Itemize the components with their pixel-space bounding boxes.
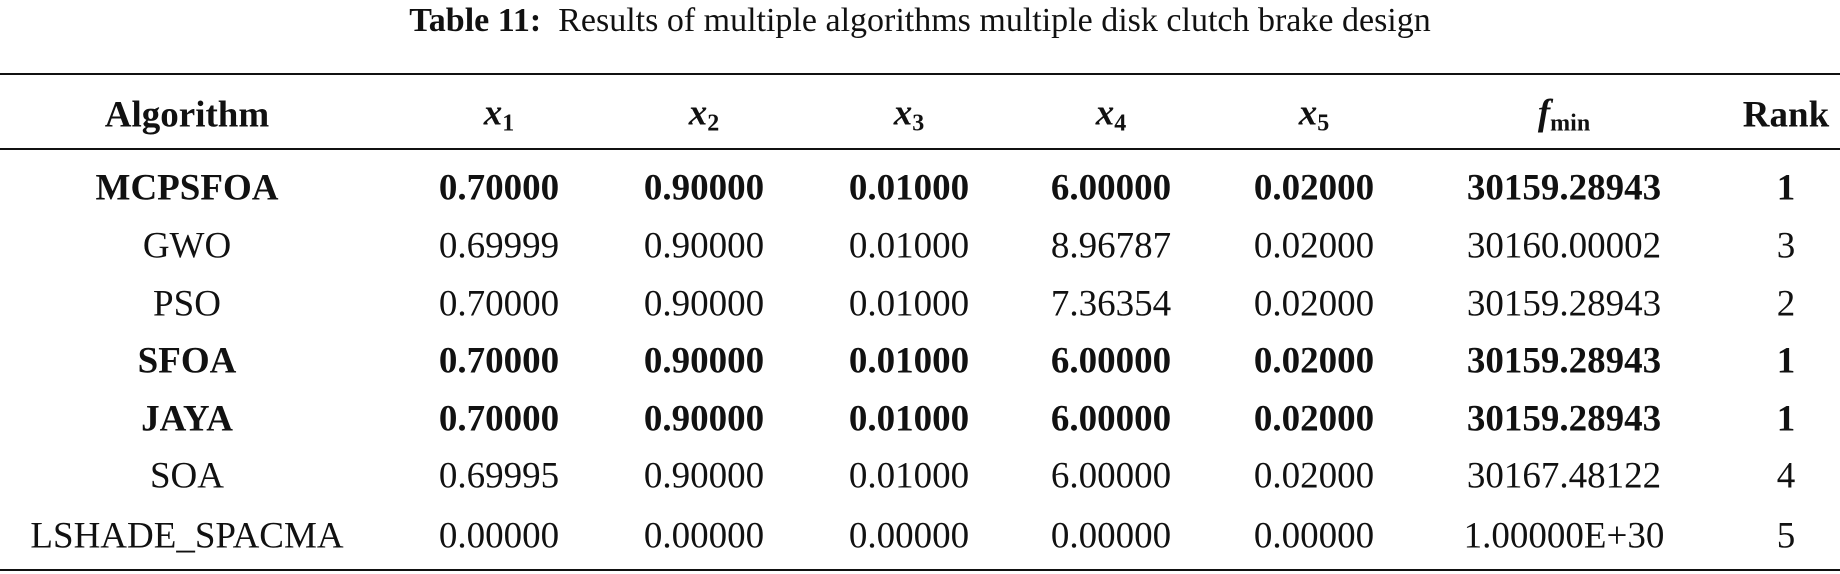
top-rule (0, 73, 1840, 75)
header-cell: Algorithm (104, 94, 270, 136)
table-cell: 5 (1776, 515, 1796, 557)
table-cell: 2 (1776, 283, 1796, 325)
header-subscript: 4 (1114, 110, 1127, 137)
header-cell: Rank (1742, 94, 1830, 136)
header-subscript: 2 (707, 110, 720, 137)
table-cell: 4 (1776, 455, 1796, 497)
table-cell: 0.70000 (438, 340, 560, 382)
table-cell: 0.90000 (643, 340, 765, 382)
table-cell: 0.01000 (848, 225, 970, 267)
table-cell: 0.02000 (1253, 340, 1375, 382)
row-label: LSHADE_SPACMA (30, 515, 344, 557)
table-cell: 0.00000 (643, 515, 765, 557)
row-label: JAYA (141, 398, 233, 440)
table-cell: 30167.48122 (1466, 455, 1662, 497)
header-cell: x1 (484, 95, 515, 136)
table-cell: 6.00000 (1050, 167, 1172, 209)
table-cell: 0.70000 (438, 167, 560, 209)
table-cell: 6.00000 (1050, 455, 1172, 497)
table-cell: 0.90000 (643, 398, 765, 440)
header-symbol: x (688, 92, 708, 134)
table-cell: 1 (1776, 167, 1796, 209)
table-cell: 30160.00002 (1466, 225, 1662, 267)
header-cell: fmin (1538, 95, 1590, 136)
table-cell: 0.01000 (848, 167, 970, 209)
header-symbol: f (1537, 92, 1551, 134)
header-subscript: min (1550, 110, 1591, 137)
table-cell: 3 (1776, 225, 1796, 267)
header-cell: x5 (1299, 95, 1330, 136)
table-cell: 0.01000 (848, 455, 970, 497)
table-cell: 0.02000 (1253, 455, 1375, 497)
header-cell: x3 (894, 95, 925, 136)
table-cell: 0.70000 (438, 283, 560, 325)
header-subscript: 5 (1317, 110, 1330, 137)
caption-text: Results of multiple algorithms multiple … (558, 2, 1431, 39)
table-cell: 30159.28943 (1466, 167, 1662, 209)
table-cell: 0.00000 (1050, 515, 1172, 557)
table-cell: 1 (1776, 398, 1796, 440)
header-symbol: x (483, 92, 503, 134)
table-cell: 6.00000 (1050, 398, 1172, 440)
table-cell: 1.00000E+30 (1463, 515, 1665, 557)
table-cell: 0.70000 (438, 398, 560, 440)
table-cell: 0.02000 (1253, 225, 1375, 267)
bottom-rule (0, 569, 1840, 571)
header-symbol: x (893, 92, 913, 134)
header-rule (0, 148, 1840, 150)
table-cell: 30159.28943 (1466, 340, 1662, 382)
caption: Table 11: Results of multiple algorithms… (409, 2, 1431, 40)
table-cell: 0.69999 (438, 225, 560, 267)
table-cell: 0.01000 (848, 398, 970, 440)
table-cell: 30159.28943 (1466, 398, 1662, 440)
caption-label: Table 11: (409, 2, 542, 39)
table-cell: 0.90000 (643, 455, 765, 497)
table-cell: 0.69995 (438, 455, 560, 497)
row-label: PSO (153, 283, 221, 325)
header-subscript: 1 (502, 110, 515, 137)
header-cell: x2 (689, 95, 720, 136)
row-label: SFOA (137, 340, 237, 382)
table-cell: 0.02000 (1253, 167, 1375, 209)
table-cell: 7.36354 (1050, 283, 1172, 325)
table-cell: 8.96787 (1050, 225, 1172, 267)
header-symbol: x (1298, 92, 1318, 134)
header-cell: x4 (1096, 95, 1127, 136)
table-cell: 0.01000 (848, 340, 970, 382)
header-symbol: x (1095, 92, 1115, 134)
table-cell: 0.01000 (848, 283, 970, 325)
table-cell: 0.90000 (643, 225, 765, 267)
table-cell: 0.00000 (438, 515, 560, 557)
table-cell: 6.00000 (1050, 340, 1172, 382)
table-cell: 0.00000 (1253, 515, 1375, 557)
row-label: GWO (142, 225, 232, 267)
row-label: SOA (149, 455, 225, 497)
row-label: MCPSFOA (95, 167, 279, 209)
table-cell: 30159.28943 (1466, 283, 1662, 325)
table-cell: 0.02000 (1253, 398, 1375, 440)
table-cell: 0.02000 (1253, 283, 1375, 325)
table-cell: 0.90000 (643, 167, 765, 209)
table-cell: 0.90000 (643, 283, 765, 325)
table-cell: 1 (1776, 340, 1796, 382)
header-subscript: 3 (912, 110, 925, 137)
table-cell: 0.00000 (848, 515, 970, 557)
